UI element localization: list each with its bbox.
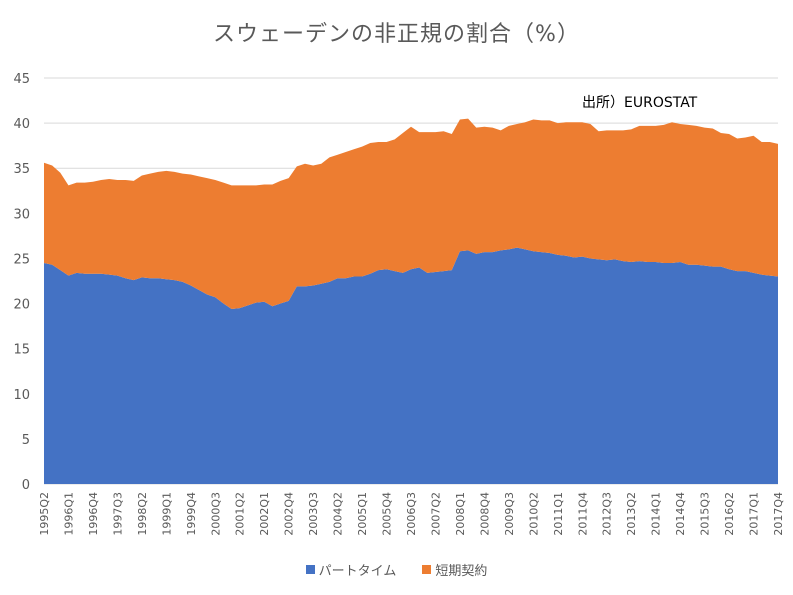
x-tick-label: 2009Q3 bbox=[503, 492, 516, 536]
y-tick-label: 30 bbox=[13, 207, 30, 222]
x-tick-label: 2017Q1 bbox=[748, 492, 761, 536]
legend-item-part-time: パートタイム bbox=[305, 560, 397, 579]
x-tick-label: 2011Q1 bbox=[552, 492, 565, 536]
legend-swatch-part-time bbox=[305, 565, 315, 574]
y-tick-label: 25 bbox=[13, 252, 30, 267]
area-series-short-term bbox=[44, 118, 778, 309]
x-tick-label: 2005Q1 bbox=[356, 492, 369, 536]
x-tick-label: 1999Q4 bbox=[185, 492, 198, 536]
x-tick-label: 2011Q4 bbox=[576, 492, 589, 536]
x-tick-label: 2001Q2 bbox=[234, 492, 247, 536]
x-tick-label: 2012Q3 bbox=[601, 492, 614, 536]
x-tick-label: 2008Q1 bbox=[454, 492, 467, 536]
legend-swatch-short-term bbox=[422, 565, 432, 574]
x-tick-label: 2002Q1 bbox=[258, 492, 271, 536]
x-tick-label: 2002Q4 bbox=[283, 492, 296, 536]
y-axis: 0 5 10 15 20 25 30 35 40 45 bbox=[13, 72, 30, 493]
x-tick-label: 1999Q1 bbox=[160, 492, 173, 536]
x-tick-label: 1995Q2 bbox=[38, 492, 51, 536]
x-tick-label: 2004Q2 bbox=[332, 492, 345, 536]
y-tick-label: 45 bbox=[13, 72, 30, 87]
x-tick-label: 2013Q2 bbox=[625, 492, 638, 536]
x-tick-label: 2007Q2 bbox=[429, 492, 442, 536]
y-tick-label: 20 bbox=[13, 298, 30, 313]
x-tick-label: 2005Q4 bbox=[381, 492, 394, 536]
x-tick-label: 2014Q4 bbox=[674, 492, 687, 536]
x-tick-label: 1996Q4 bbox=[87, 492, 100, 536]
x-tick-label: 2010Q2 bbox=[527, 492, 540, 536]
source-note: 出所）EUROSTAT bbox=[582, 95, 698, 111]
stacked-areas bbox=[44, 118, 778, 484]
legend-item-short-term: 短期契約 bbox=[422, 560, 487, 579]
x-tick-label: 2017Q4 bbox=[772, 492, 785, 536]
x-tick-label: 2016Q2 bbox=[723, 492, 736, 536]
x-tick-label: 2008Q4 bbox=[478, 492, 491, 536]
x-tick-label: 2003Q3 bbox=[307, 492, 320, 536]
y-tick-label: 35 bbox=[13, 162, 30, 177]
y-tick-label: 40 bbox=[13, 117, 30, 132]
x-tick-label: 2006Q3 bbox=[405, 492, 418, 536]
y-tick-label: 10 bbox=[13, 388, 30, 403]
x-tick-label: 2000Q3 bbox=[209, 492, 222, 536]
y-tick-label: 5 bbox=[22, 433, 30, 448]
chart-title: スウェーデンの非正規の割合（%） bbox=[213, 22, 580, 47]
legend: パートタイム 短期契約 bbox=[0, 560, 793, 579]
x-tick-label: 2015Q3 bbox=[699, 492, 712, 536]
area-series-part-time bbox=[44, 247, 778, 484]
y-tick-label: 15 bbox=[13, 343, 30, 358]
x-tick-label: 1996Q1 bbox=[62, 492, 75, 536]
legend-label-short-term: 短期契約 bbox=[435, 564, 488, 579]
x-axis: 1995Q2 1996Q1 1996Q4 1997Q3 1998Q2 1999Q1 1999… bbox=[38, 492, 785, 536]
y-tick-label: 0 bbox=[22, 478, 30, 493]
x-tick-label: 1998Q2 bbox=[136, 492, 149, 536]
x-tick-label: 2014Q1 bbox=[650, 492, 663, 536]
legend-label-part-time: パートタイム bbox=[318, 564, 397, 579]
x-tick-label: 1997Q3 bbox=[111, 492, 124, 536]
